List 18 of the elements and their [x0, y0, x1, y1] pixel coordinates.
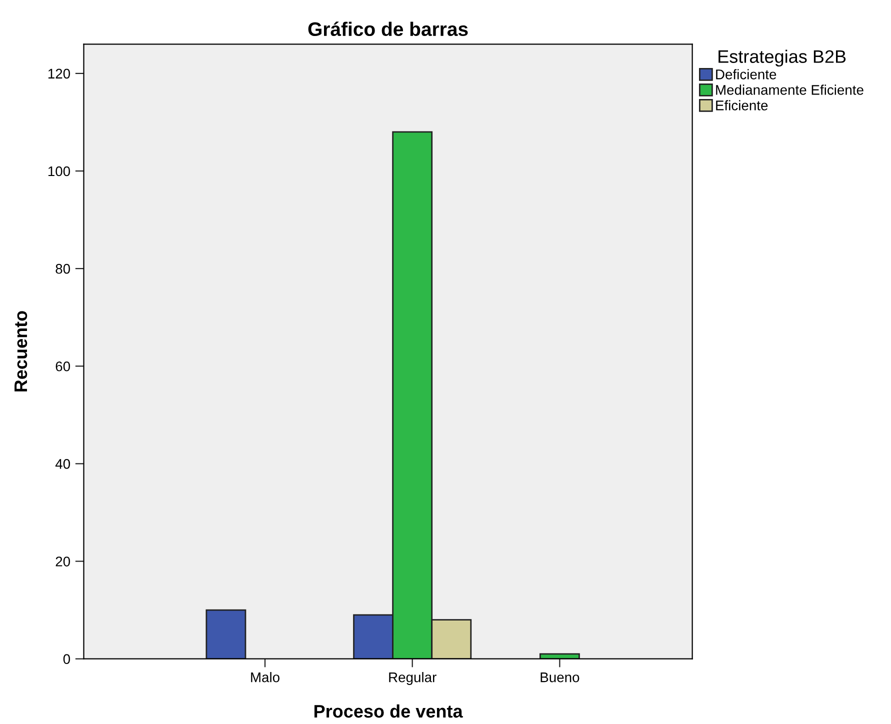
x-tick-label: Regular [389, 672, 436, 685]
x-tick-label: Bueno [540, 672, 580, 682]
y-tick-label: 40 [55, 459, 70, 469]
y-tick-label: 80 [56, 264, 70, 274]
legend-label: Deficiente [716, 69, 776, 80]
y-tick-label: 20 [56, 556, 70, 566]
y-axis-title: Recuento [14, 311, 28, 392]
y-tick-label: 0 [63, 654, 70, 664]
bar [206, 609, 246, 659]
y-tick-label: 60 [56, 361, 70, 372]
x-axis-title: Proceso de venta [314, 704, 463, 718]
legend-label: Eficiente [716, 100, 768, 110]
legend-title: Estrategias B2B [718, 50, 846, 67]
y-tick-label: 120 [48, 68, 70, 79]
legend-label: Medianamente Eficiente [716, 84, 864, 95]
y-tick-label: 100 [48, 166, 70, 176]
chart-title: Gráfico de barras [308, 22, 468, 36]
x-tick-label: Malo [251, 672, 280, 682]
